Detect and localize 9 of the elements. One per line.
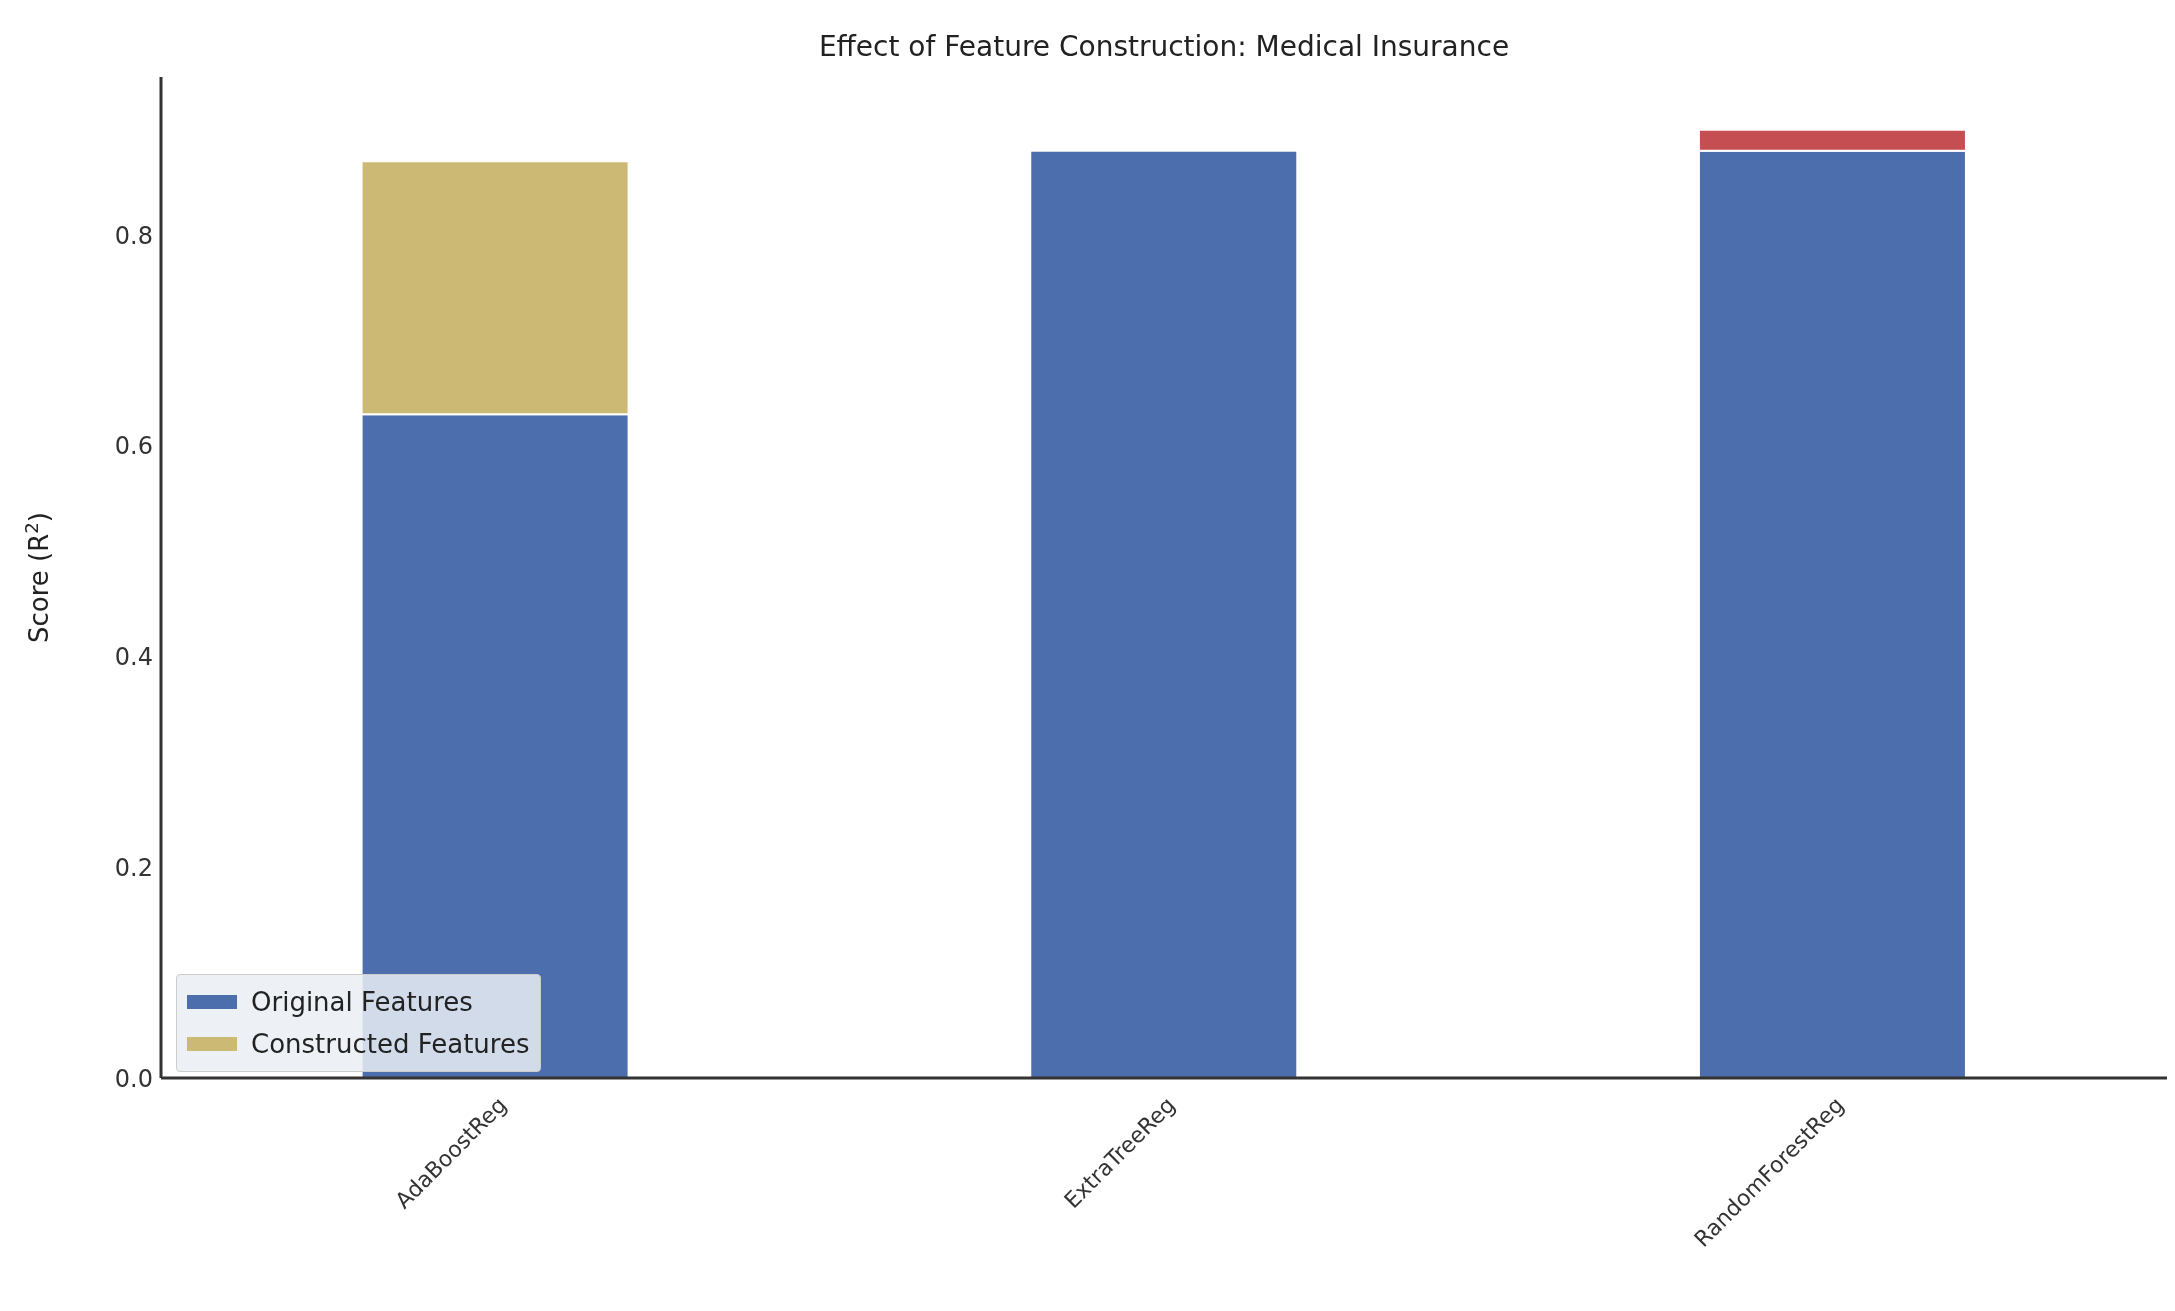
y-tick-label: 0.0: [114, 1064, 153, 1093]
y-tick-label: 0.4: [114, 643, 153, 672]
legend-label: Original Features: [251, 987, 473, 1017]
chart-title: Effect of Feature Construction: Medical Insurance: [817, 30, 1511, 63]
y-tick-label: 0.2: [114, 853, 153, 882]
y-tick-label: 0.6: [114, 432, 153, 461]
y-tick-label: 0.8: [114, 221, 153, 250]
legend-label: Constructed Features: [251, 1029, 530, 1059]
bar: [1029, 149, 1299, 1078]
